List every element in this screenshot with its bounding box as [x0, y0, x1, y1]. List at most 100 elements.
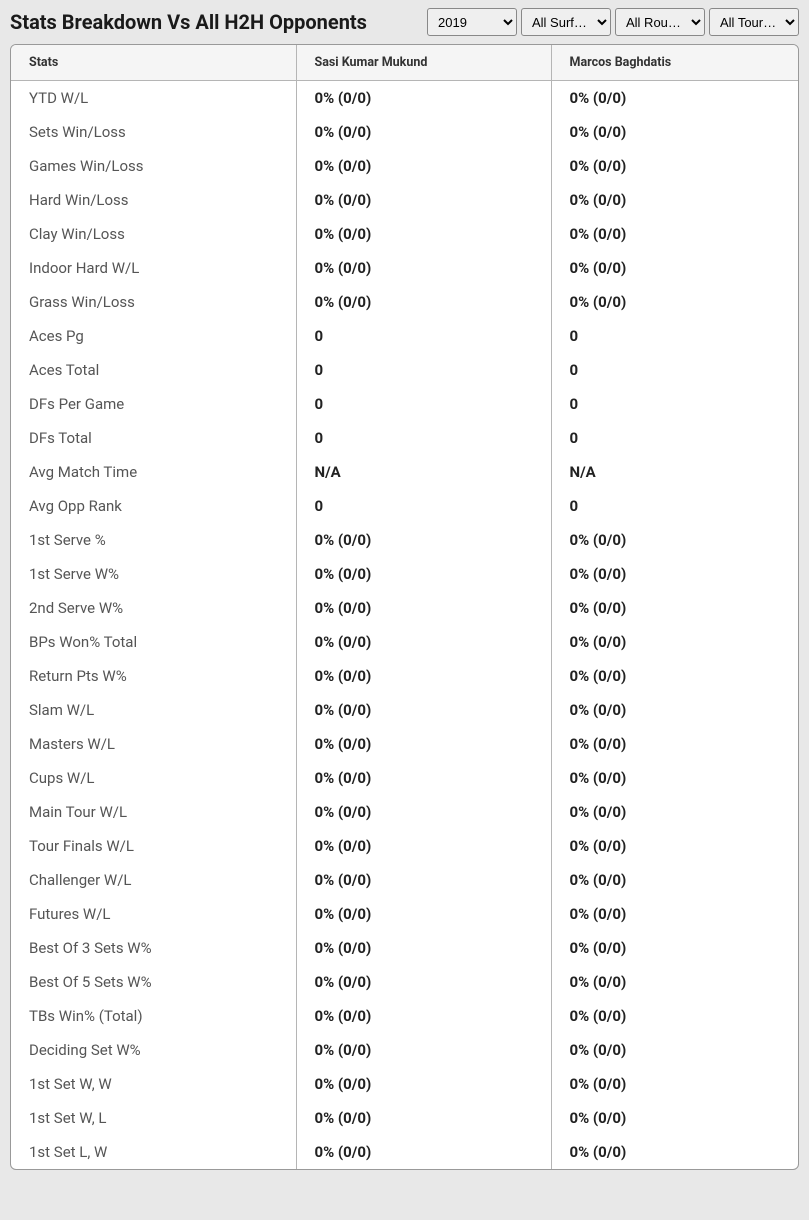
table-row: YTD W/L0% (0/0)0% (0/0)	[11, 81, 798, 116]
stat-value-player2: 0% (0/0)	[551, 693, 798, 727]
stat-value-player2: 0	[551, 353, 798, 387]
table-row: Sets Win/Loss0% (0/0)0% (0/0)	[11, 115, 798, 149]
table-row: Cups W/L0% (0/0)0% (0/0)	[11, 761, 798, 795]
table-row: Games Win/Loss0% (0/0)0% (0/0)	[11, 149, 798, 183]
stat-value-player1: 0% (0/0)	[296, 829, 551, 863]
stat-value-player2: 0	[551, 421, 798, 455]
stat-value-player1: 0	[296, 421, 551, 455]
stat-label: Futures W/L	[11, 897, 296, 931]
surface-select[interactable]: All Surf…	[521, 8, 611, 36]
stat-value-player1: 0% (0/0)	[296, 727, 551, 761]
stat-value-player1: 0% (0/0)	[296, 183, 551, 217]
stat-value-player1: 0	[296, 489, 551, 523]
stat-label: 1st Set W, W	[11, 1067, 296, 1101]
table-row: DFs Per Game00	[11, 387, 798, 421]
stat-label: Aces Total	[11, 353, 296, 387]
stat-value-player1: 0	[296, 387, 551, 421]
stat-label: 1st Set L, W	[11, 1135, 296, 1169]
table-row: Aces Pg00	[11, 319, 798, 353]
table-row: BPs Won% Total0% (0/0)0% (0/0)	[11, 625, 798, 659]
table-row: 1st Serve %0% (0/0)0% (0/0)	[11, 523, 798, 557]
stat-value-player1: 0% (0/0)	[296, 693, 551, 727]
stat-label: Tour Finals W/L	[11, 829, 296, 863]
stat-value-player1: 0% (0/0)	[296, 149, 551, 183]
col-header-stats: Stats	[11, 45, 296, 81]
stat-value-player1: 0% (0/0)	[296, 1033, 551, 1067]
table-row: Avg Match TimeN/AN/A	[11, 455, 798, 489]
stats-table: Stats Sasi Kumar Mukund Marcos Baghdatis…	[11, 45, 798, 1169]
table-row: Indoor Hard W/L0% (0/0)0% (0/0)	[11, 251, 798, 285]
stat-value-player1: 0% (0/0)	[296, 1135, 551, 1169]
stat-label: Masters W/L	[11, 727, 296, 761]
stat-value-player2: 0% (0/0)	[551, 965, 798, 999]
stat-label: Slam W/L	[11, 693, 296, 727]
table-row: 1st Set W, W0% (0/0)0% (0/0)	[11, 1067, 798, 1101]
year-select[interactable]: 2019	[427, 8, 517, 36]
stats-table-wrap: Stats Sasi Kumar Mukund Marcos Baghdatis…	[10, 44, 799, 1170]
stat-label: Clay Win/Loss	[11, 217, 296, 251]
stat-value-player2: 0% (0/0)	[551, 727, 798, 761]
page-title: Stats Breakdown Vs All H2H Opponents	[10, 10, 367, 34]
tour-select[interactable]: All Tour…	[709, 8, 799, 36]
stat-label: TBs Win% (Total)	[11, 999, 296, 1033]
round-select[interactable]: All Rou…	[615, 8, 705, 36]
stat-value-player1: 0	[296, 319, 551, 353]
table-row: TBs Win% (Total)0% (0/0)0% (0/0)	[11, 999, 798, 1033]
stat-value-player1: 0	[296, 353, 551, 387]
table-row: Challenger W/L0% (0/0)0% (0/0)	[11, 863, 798, 897]
stat-label: 2nd Serve W%	[11, 591, 296, 625]
stat-value-player1: 0% (0/0)	[296, 863, 551, 897]
stat-value-player2: 0% (0/0)	[551, 829, 798, 863]
stat-value-player2: 0% (0/0)	[551, 285, 798, 319]
stat-value-player2: 0% (0/0)	[551, 591, 798, 625]
stat-value-player1: 0% (0/0)	[296, 761, 551, 795]
stat-value-player2: 0	[551, 489, 798, 523]
stat-label: DFs Per Game	[11, 387, 296, 421]
stat-value-player1: 0% (0/0)	[296, 251, 551, 285]
stat-value-player2: 0% (0/0)	[551, 863, 798, 897]
stat-value-player2: 0% (0/0)	[551, 1135, 798, 1169]
table-row: Main Tour W/L0% (0/0)0% (0/0)	[11, 795, 798, 829]
stat-value-player2: 0	[551, 387, 798, 421]
table-row: Avg Opp Rank00	[11, 489, 798, 523]
stat-label: Best Of 5 Sets W%	[11, 965, 296, 999]
stat-value-player1: 0% (0/0)	[296, 81, 551, 116]
stat-label: Main Tour W/L	[11, 795, 296, 829]
stat-label: YTD W/L	[11, 81, 296, 116]
table-row: Deciding Set W%0% (0/0)0% (0/0)	[11, 1033, 798, 1067]
stat-value-player2: 0% (0/0)	[551, 251, 798, 285]
stat-value-player1: 0% (0/0)	[296, 115, 551, 149]
header-bar: Stats Breakdown Vs All H2H Opponents 201…	[0, 0, 809, 44]
stat-value-player1: 0% (0/0)	[296, 659, 551, 693]
stat-label: DFs Total	[11, 421, 296, 455]
col-header-player1: Sasi Kumar Mukund	[296, 45, 551, 81]
table-row: Aces Total00	[11, 353, 798, 387]
stat-label: 1st Set W, L	[11, 1101, 296, 1135]
stat-value-player2: 0% (0/0)	[551, 761, 798, 795]
stat-value-player1: 0% (0/0)	[296, 795, 551, 829]
stat-value-player1: 0% (0/0)	[296, 999, 551, 1033]
table-row: Best Of 3 Sets W%0% (0/0)0% (0/0)	[11, 931, 798, 965]
stat-label: Indoor Hard W/L	[11, 251, 296, 285]
filters: 2019 All Surf… All Rou… All Tour…	[427, 8, 799, 36]
stat-value-player2: 0% (0/0)	[551, 149, 798, 183]
stat-value-player1: 0% (0/0)	[296, 1067, 551, 1101]
stat-value-player1: 0% (0/0)	[296, 285, 551, 319]
stat-label: Hard Win/Loss	[11, 183, 296, 217]
stat-label: Avg Opp Rank	[11, 489, 296, 523]
stat-value-player2: 0% (0/0)	[551, 557, 798, 591]
stat-value-player2: 0% (0/0)	[551, 625, 798, 659]
table-row: Grass Win/Loss0% (0/0)0% (0/0)	[11, 285, 798, 319]
stat-value-player2: 0% (0/0)	[551, 931, 798, 965]
col-header-player2: Marcos Baghdatis	[551, 45, 798, 81]
stat-label: Games Win/Loss	[11, 149, 296, 183]
stat-value-player2: 0% (0/0)	[551, 897, 798, 931]
stat-value-player2: 0	[551, 319, 798, 353]
stat-value-player2: N/A	[551, 455, 798, 489]
stat-value-player2: 0% (0/0)	[551, 659, 798, 693]
table-row: Tour Finals W/L0% (0/0)0% (0/0)	[11, 829, 798, 863]
table-row: 1st Set L, W0% (0/0)0% (0/0)	[11, 1135, 798, 1169]
stat-value-player1: 0% (0/0)	[296, 217, 551, 251]
table-row: Masters W/L0% (0/0)0% (0/0)	[11, 727, 798, 761]
table-row: Slam W/L0% (0/0)0% (0/0)	[11, 693, 798, 727]
